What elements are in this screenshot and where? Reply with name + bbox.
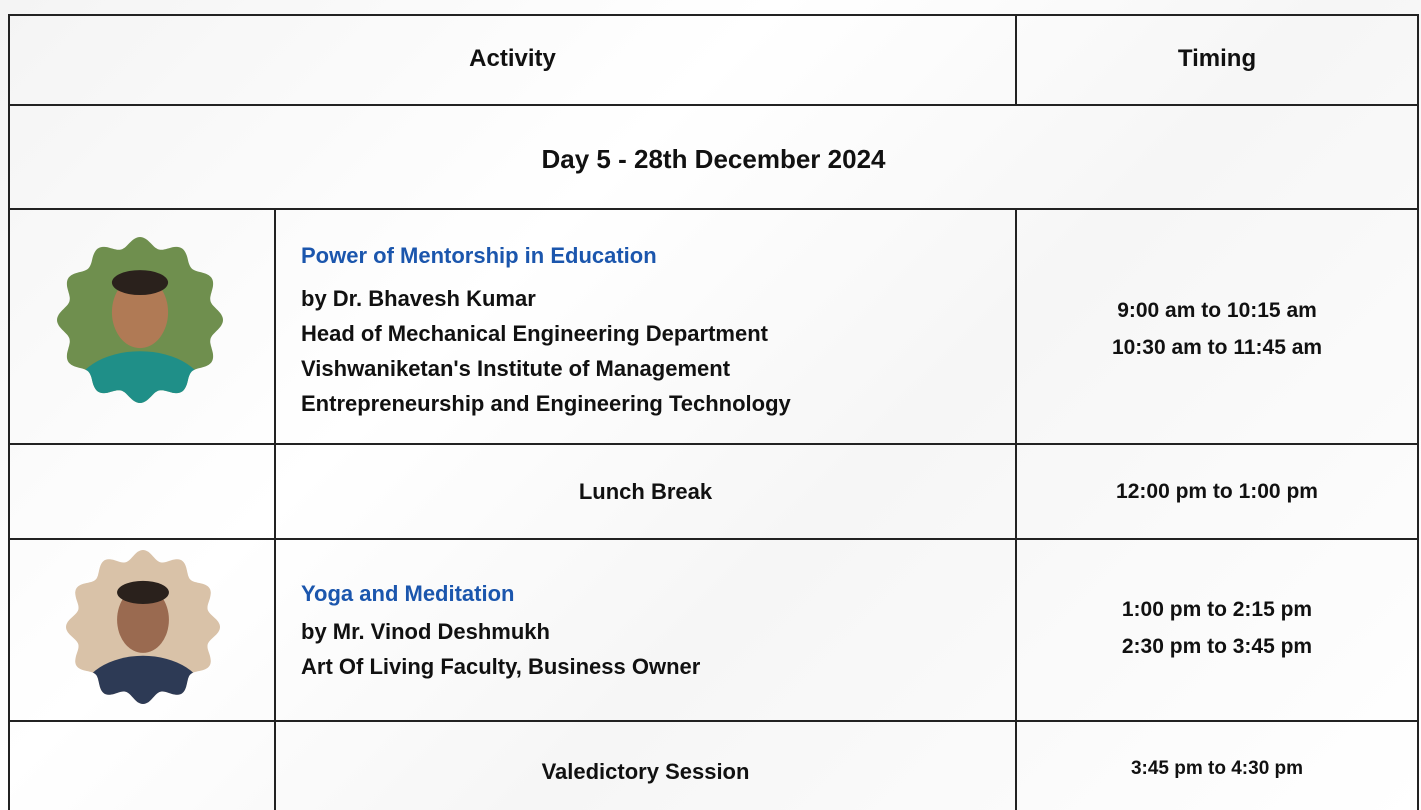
- border: [8, 443, 1419, 445]
- border: [1417, 14, 1419, 810]
- session-line: by Mr. Vinod Deshmukh: [301, 619, 550, 644]
- timing: 2:30 pm to 3:45 pm: [1121, 635, 1313, 658]
- border: [1015, 208, 1017, 810]
- border: [8, 720, 1419, 722]
- border: [8, 208, 1419, 210]
- session-title: Yoga and Meditation: [301, 581, 515, 606]
- timing-block: 9:00 am to 10:15 am 10:30 am to 11:45 am: [1017, 292, 1417, 366]
- session-block: Power of Mentorship in Education by Dr. …: [301, 238, 791, 421]
- border: [274, 208, 276, 810]
- timing: 1:00 pm to 2:15 pm: [1121, 598, 1313, 621]
- timing: 12:00 pm to 1:00 pm: [1116, 480, 1318, 503]
- activity: Lunch Break: [578, 479, 713, 504]
- session-line: by Dr. Bhavesh Kumar: [301, 286, 536, 311]
- header-cell: Activity: [469, 45, 556, 72]
- border: [8, 104, 1419, 106]
- session-title: Power of Mentorship in Education: [301, 243, 657, 268]
- timing: 10:30 am to 11:45 am: [1111, 336, 1323, 359]
- day-heading: Day 5 - 28th December 2024: [541, 144, 886, 174]
- session-line: Vishwaniketan's Institute of Management: [301, 356, 731, 381]
- speaker-photo: [66, 550, 220, 704]
- session-line: Entrepreneurship and Engineering Technol…: [301, 391, 791, 416]
- activity: Valedictory Session: [541, 759, 750, 784]
- timing: 9:00 am to 10:15 am: [1117, 299, 1317, 322]
- session-block: Yoga and Meditation by Mr. Vinod Deshmuk…: [301, 576, 700, 684]
- border: [8, 14, 1419, 16]
- timing: 3:45 pm to 4:30 pm: [1130, 758, 1304, 779]
- timing-block: 1:00 pm to 2:15 pm 2:30 pm to 3:45 pm: [1017, 591, 1417, 665]
- header-cell: Timing: [1177, 45, 1257, 72]
- session-line: Head of Mechanical Engineering Departmen…: [301, 321, 768, 346]
- border: [1015, 14, 1017, 106]
- session-line: Art Of Living Faculty, Business Owner: [301, 654, 701, 679]
- border: [8, 538, 1419, 540]
- border: [8, 14, 10, 810]
- speaker-photo: [57, 237, 223, 403]
